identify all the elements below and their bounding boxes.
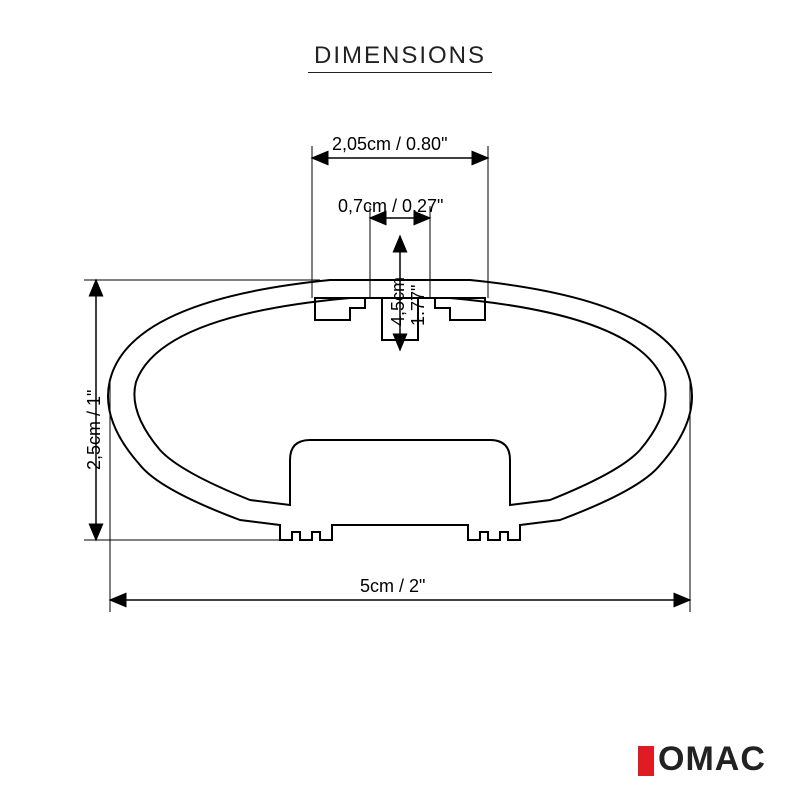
- brand-text: OMAC: [658, 740, 766, 778]
- diagram-stage: DIMENSIONS: [0, 0, 800, 800]
- brand-accent-icon: [638, 746, 654, 776]
- label-width-bottom: 5cm / 2": [360, 576, 425, 597]
- label-depth-in: 1.77": [408, 285, 429, 326]
- label-height-left: 2,5cm / 1": [84, 390, 105, 470]
- brand-logo: OMAC: [638, 740, 766, 779]
- label-depth-cm: 4,5cm: [388, 277, 409, 326]
- diagram-svg: [0, 0, 800, 800]
- dimension-arrows: [96, 158, 690, 600]
- label-top-inner: 0,7cm / 0.27": [338, 196, 443, 217]
- label-top-outer: 2,05cm / 0.80": [332, 134, 447, 155]
